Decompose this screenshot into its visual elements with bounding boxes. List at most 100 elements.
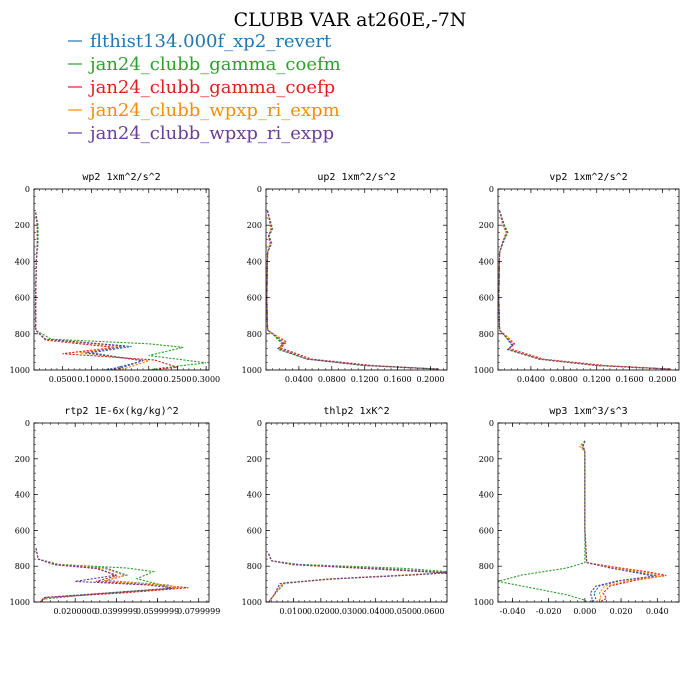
series-line <box>268 553 447 602</box>
x-tick-label: 0.2000 <box>417 375 445 384</box>
series-line <box>35 212 144 370</box>
y-tick-label: 600 <box>247 294 262 303</box>
x-tick-label: -0.040 <box>500 607 526 616</box>
series-group <box>35 548 189 602</box>
series-line <box>35 548 175 602</box>
x-tick-label: 0.0500 <box>389 607 417 616</box>
series-line <box>266 210 439 370</box>
plot-frame <box>497 188 680 371</box>
panel-title: rtp2 1E-6x(kg/kg)^2 <box>64 406 178 417</box>
panel: vp2 1xm^2/s^2 0 200 400 600 800 1000 0.0400 0.08… <box>474 172 680 384</box>
panel-title: up2 1xm^2/s^2 <box>317 172 395 183</box>
y-tick-label: 200 <box>479 455 494 464</box>
y-tick-label: 1000 <box>242 598 262 607</box>
x-tick-label: 0.1200 <box>583 375 611 384</box>
x-tick-label: 0.040 <box>646 607 669 616</box>
x-tick-label: 0.0100 <box>279 607 307 616</box>
y-tick-label: 1000 <box>10 366 30 375</box>
y-tick-label: 400 <box>15 257 30 266</box>
x-tick-label: 0.0300 <box>334 607 362 616</box>
y-tick-label: 200 <box>247 455 262 464</box>
series-line <box>35 548 179 602</box>
x-tick-label: 0.000 <box>573 607 596 616</box>
y-tick-label: 1000 <box>10 598 30 607</box>
y-tick-label: 600 <box>479 294 494 303</box>
panel: wp3 1xm^3/s^3 0 200 400 600 800 1000 -0.040 -0.0… <box>474 406 680 616</box>
x-tick-label: -0.020 <box>536 607 562 616</box>
x-tick-label: 0.2500 <box>163 375 191 384</box>
x-tick-label: 0.0799999 <box>177 607 220 616</box>
panel-title: wp2 1xm^2/s^2 <box>82 172 160 183</box>
x-tick-label: 0.0600 <box>417 607 445 616</box>
plot-frame <box>497 422 680 603</box>
series-line <box>35 212 149 370</box>
y-tick-label: 600 <box>247 526 262 535</box>
panel-title: vp2 1xm^2/s^2 <box>549 172 627 183</box>
series-group <box>266 210 439 370</box>
y-tick-label: 0 <box>489 185 494 194</box>
y-tick-label: 800 <box>15 562 30 571</box>
y-tick-label: 200 <box>15 455 30 464</box>
y-tick-label: 600 <box>15 526 30 535</box>
x-tick-label: 0.1000 <box>77 375 105 384</box>
y-tick-label: 0 <box>25 185 30 194</box>
legend-label: flthist134.000f_xp2_revert <box>90 31 332 52</box>
x-tick-label: 0.0500 <box>49 375 77 384</box>
series-line <box>498 210 671 370</box>
panel: wp2 1xm^2/s^2 0 200 400 600 800 1000 0.0500 0.10… <box>10 172 220 384</box>
series-line <box>266 210 439 370</box>
x-tick-label: 0.1600 <box>384 375 412 384</box>
x-tick-label: 0.0400 <box>285 375 313 384</box>
series-line <box>498 210 671 370</box>
series-line <box>35 212 207 370</box>
y-tick-label: 400 <box>479 491 494 500</box>
plot-frame <box>265 422 448 603</box>
y-tick-label: 400 <box>479 257 494 266</box>
series-line <box>268 553 447 602</box>
x-tick-label: 0.0399999 <box>95 607 138 616</box>
series-group <box>498 440 667 602</box>
series-line <box>268 553 447 602</box>
series-line <box>35 212 144 370</box>
x-tick-label: 0.0400 <box>362 607 390 616</box>
y-tick-label: 0 <box>257 185 262 194</box>
series-line <box>578 440 663 602</box>
y-tick-label: 800 <box>479 562 494 571</box>
series-line <box>498 210 671 370</box>
y-tick-label: 600 <box>15 294 30 303</box>
x-tick-label: 0.0200000 <box>54 607 97 616</box>
y-tick-label: 400 <box>15 491 30 500</box>
series-line <box>582 440 654 602</box>
y-tick-label: 200 <box>15 221 30 230</box>
plot-frame <box>33 422 210 603</box>
legend-label: jan24_clubb_wpxp_ri_expp <box>88 123 334 144</box>
y-tick-label: 400 <box>247 257 262 266</box>
plot-frame <box>265 188 448 371</box>
plot-frame <box>33 188 210 371</box>
legend-label: jan24_clubb_gamma_coefm <box>88 54 341 75</box>
x-tick-label: 0.020 <box>610 607 633 616</box>
series-line <box>498 210 671 370</box>
panel-title: wp3 1xm^3/s^3 <box>549 406 627 417</box>
legend-label: jan24_clubb_gamma_coefp <box>88 77 335 98</box>
x-tick-label: 0.0800 <box>318 375 346 384</box>
panel: up2 1xm^2/s^2 0 200 400 600 800 1000 0.0400 0.08… <box>242 172 448 384</box>
y-tick-label: 200 <box>479 221 494 230</box>
y-tick-label: 400 <box>247 491 262 500</box>
series-line <box>268 553 447 602</box>
series-line <box>35 212 178 370</box>
legend-label: jan24_clubb_wpxp_ri_expm <box>88 100 340 121</box>
y-tick-label: 1000 <box>474 366 494 375</box>
y-tick-label: 1000 <box>242 366 262 375</box>
y-tick-label: 200 <box>247 221 262 230</box>
x-tick-label: 0.3000 <box>192 375 220 384</box>
series-line <box>498 210 671 370</box>
x-tick-label: 0.0800 <box>550 375 578 384</box>
series-line <box>266 210 439 370</box>
x-tick-label: 0.2000 <box>135 375 163 384</box>
x-tick-label: 0.0599999 <box>136 607 179 616</box>
x-tick-label: 0.1500 <box>106 375 134 384</box>
x-tick-label: 0.0200 <box>307 607 335 616</box>
y-tick-label: 1000 <box>474 598 494 607</box>
